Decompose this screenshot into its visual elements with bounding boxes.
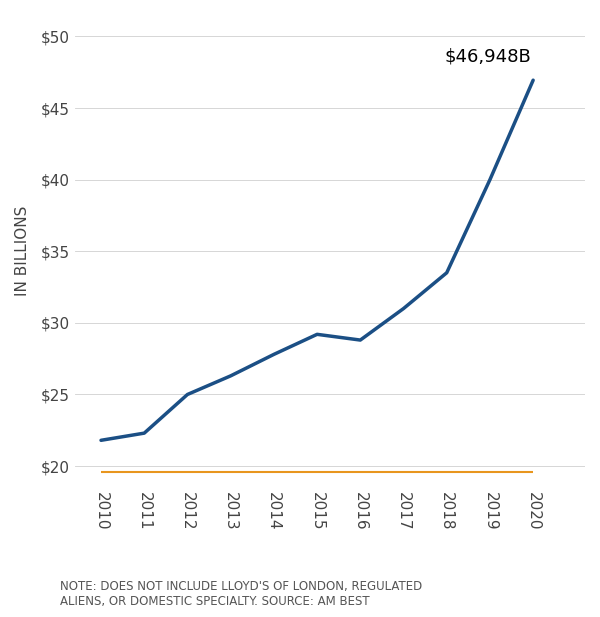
Text: $46,948B: $46,948B — [444, 48, 531, 66]
Text: NOTE: DOES NOT INCLUDE LLOYD'S OF LONDON, REGULATED
ALIENS, OR DOMESTIC SPECIALT: NOTE: DOES NOT INCLUDE LLOYD'S OF LONDON… — [60, 580, 422, 608]
Y-axis label: IN BILLIONS: IN BILLIONS — [15, 206, 30, 296]
